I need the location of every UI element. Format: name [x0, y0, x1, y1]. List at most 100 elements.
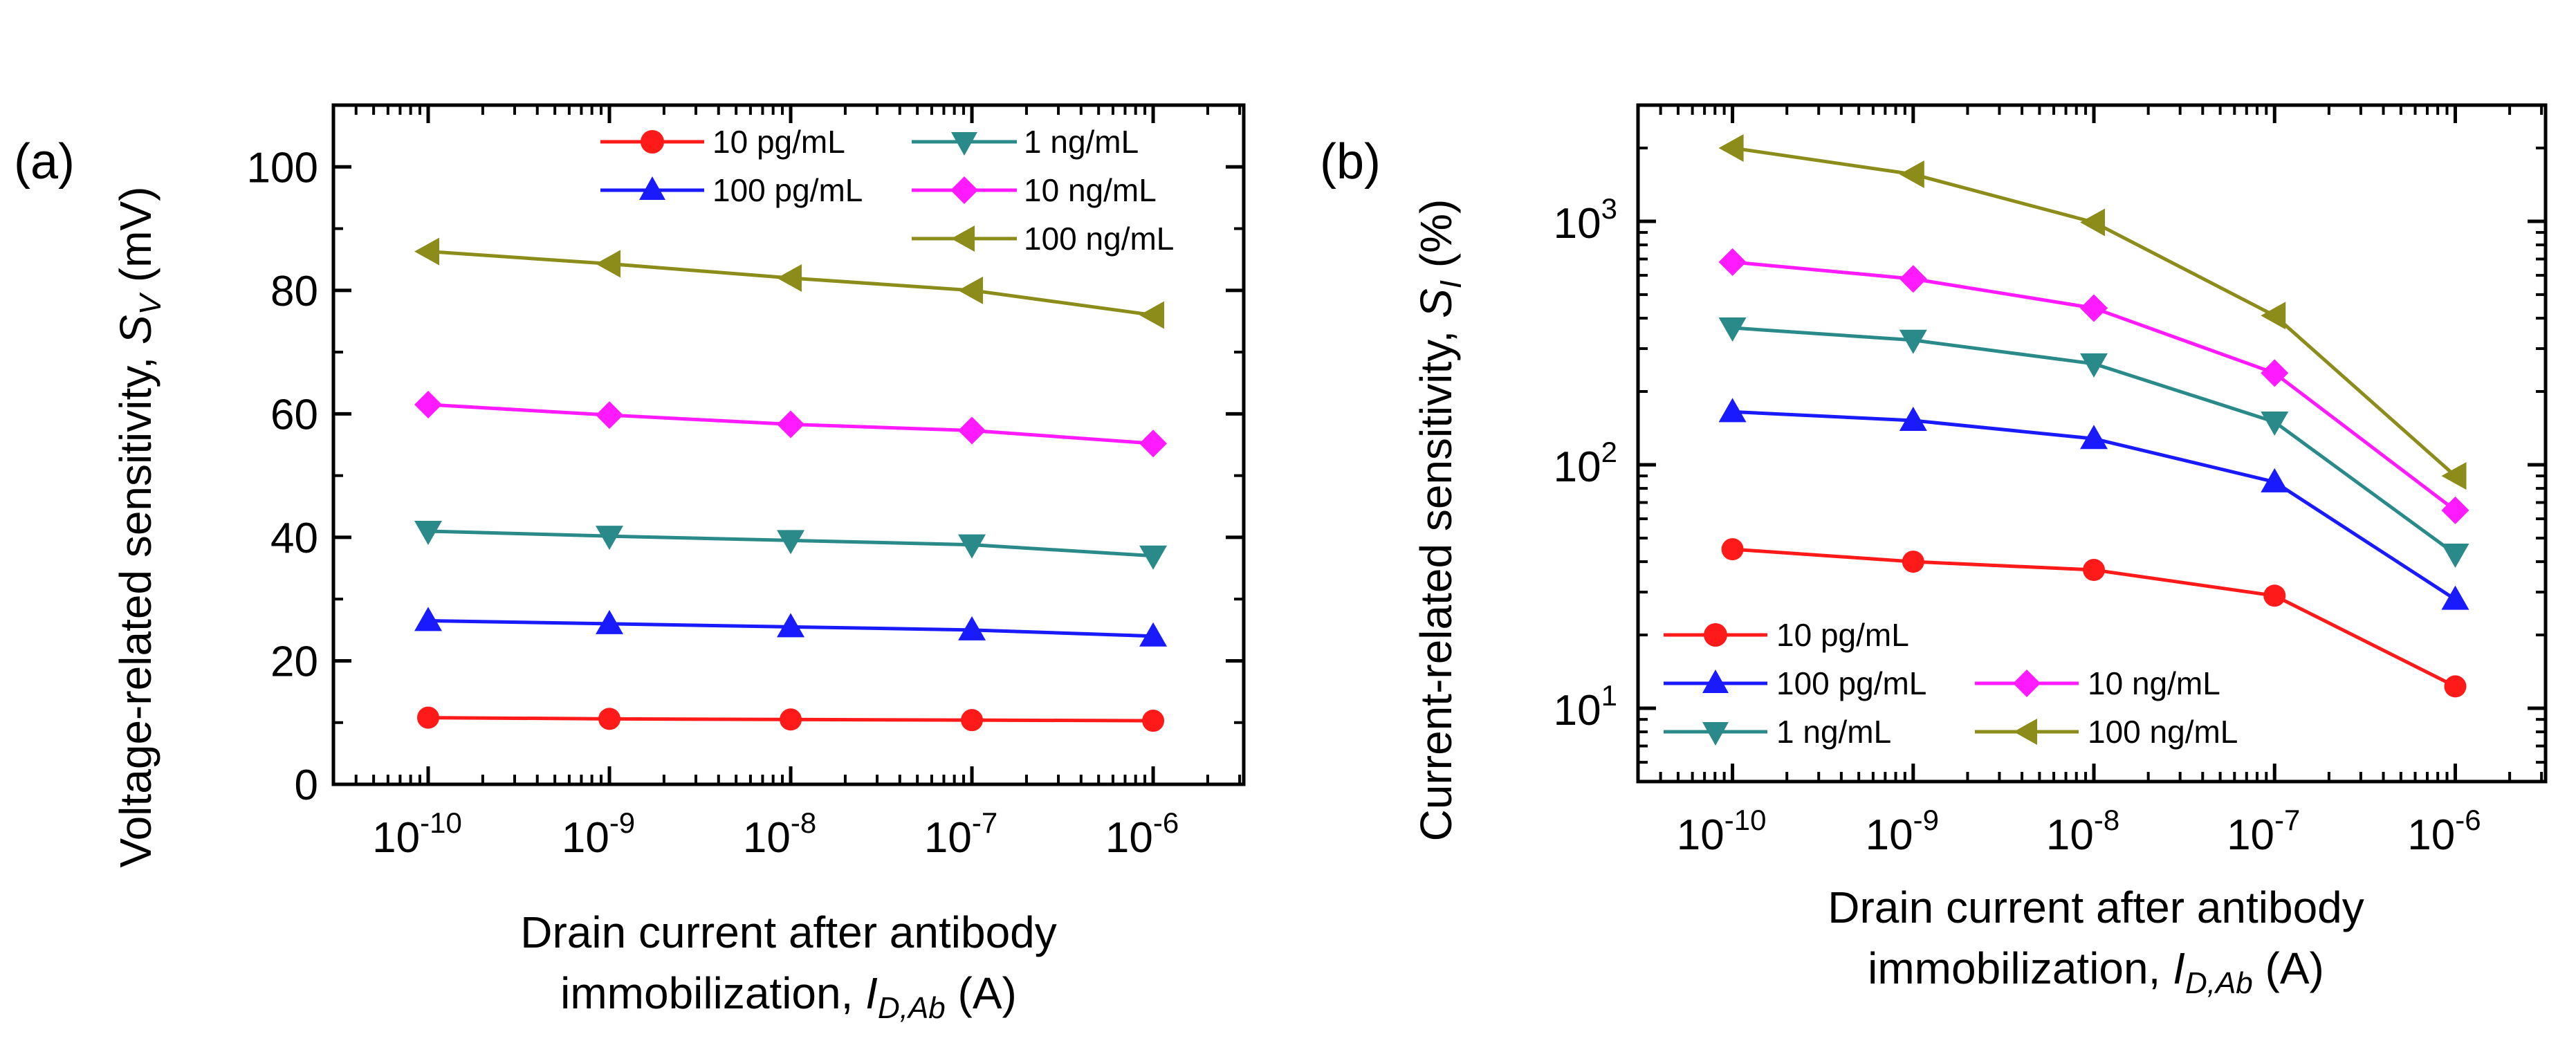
- data-point-marker: [2261, 302, 2286, 330]
- data-point-marker: [2441, 585, 2469, 610]
- data-point-marker: [1718, 317, 1747, 342]
- y-tick-label: 0: [295, 762, 318, 809]
- data-point-marker: [961, 709, 984, 732]
- data-point-marker: [2261, 468, 2289, 492]
- data-point-marker: [414, 520, 443, 545]
- data-point-marker: [596, 609, 624, 634]
- panel-a-label: (a): [14, 134, 75, 190]
- data-point-marker: [2083, 559, 2106, 582]
- series-1-ng-ml: [1718, 317, 2469, 569]
- data-point-marker: [958, 416, 986, 445]
- panel-a-legend-label-1-ng: 1 ng/mL: [1024, 124, 1139, 160]
- x-tick-label: 10-7: [924, 806, 997, 862]
- panel-b-x-ticks: 10-10 10-9 10-8 10-7 10-6: [1659, 105, 2543, 859]
- legend-marker-diamond: [950, 176, 978, 204]
- data-point-marker: [1718, 133, 1744, 162]
- legend-marker-diamond: [2013, 670, 2041, 697]
- data-point-marker: [414, 237, 440, 266]
- x-tick-label: 10-9: [1866, 804, 1939, 859]
- panel-a-legend-entry-10-ng: 10 ng/mL: [912, 172, 1157, 208]
- panel-a-legend-entry-100-ng: 100 ng/mL: [912, 221, 1174, 257]
- data-point-marker: [777, 410, 805, 439]
- data-point-marker: [780, 708, 802, 731]
- panel-b-legend-label-10-ng: 10 ng/mL: [2088, 665, 2220, 701]
- x-tick-label: 10-6: [1105, 806, 1179, 862]
- y-tick-label: 100: [247, 144, 318, 192]
- series-100-ng-ml: [1718, 133, 2467, 490]
- panel-b-series: [1718, 133, 2469, 698]
- x-tick-label: 10-9: [562, 806, 635, 862]
- data-point-marker: [777, 264, 802, 292]
- data-point-marker: [414, 607, 443, 631]
- data-point-marker: [777, 530, 805, 555]
- panel-b-legend-label-100-pg: 100 pg/mL: [1776, 665, 1926, 701]
- panel-a-legend: 10 pg/mL 100 pg/mL 1 ng/mL 10 ng/mL 100: [600, 124, 1174, 257]
- legend-marker-circle: [1704, 623, 1727, 647]
- data-point-marker: [2441, 462, 2467, 490]
- y-tick-label: 80: [270, 268, 318, 315]
- data-point-marker: [777, 613, 805, 638]
- data-point-marker: [598, 708, 621, 730]
- data-point-marker: [1899, 265, 1927, 293]
- data-point-marker: [2444, 675, 2467, 698]
- data-point-marker: [2080, 294, 2108, 322]
- panel-a-series: [414, 237, 1168, 732]
- data-point-marker: [596, 250, 621, 278]
- panel-a-legend-entry-10-pg: 10 pg/mL: [600, 124, 845, 160]
- panel-b-legend-entry-10-pg: 10 pg/mL: [1664, 617, 1909, 653]
- legend-marker-triangle-down: [951, 132, 977, 156]
- series-10-pg-ml: [417, 706, 1165, 732]
- data-point-marker: [2080, 353, 2108, 378]
- y-tick-label: 20: [270, 638, 318, 685]
- data-point-marker: [1718, 248, 1747, 276]
- y-tick-label: 40: [270, 515, 318, 562]
- panel-a-y-ticks: 0 20 40 60 80 100: [247, 144, 1244, 809]
- y-tick-label: 102: [1554, 436, 1617, 491]
- panel-a-legend-label-100-ng: 100 ng/mL: [1024, 221, 1174, 257]
- series-10-ng-ml: [414, 390, 1168, 458]
- panel-b-legend-label-100-ng: 100 ng/mL: [2088, 714, 2238, 750]
- data-point-marker: [2080, 208, 2106, 237]
- panel-b-legend-label-10-pg: 10 pg/mL: [1776, 617, 1909, 653]
- series-100-ng-ml: [414, 237, 1165, 329]
- panel-a-x-axis-label-line-2: immobilization, ID,Ab (A): [560, 968, 1017, 1025]
- series-10-ng-ml: [1718, 248, 2469, 524]
- data-point-marker: [1899, 329, 1927, 354]
- data-point-marker: [958, 616, 986, 640]
- panel-b-legend-entry-1-ng: 1 ng/mL: [1664, 714, 1891, 750]
- data-point-marker: [596, 401, 624, 430]
- data-point-marker: [1899, 406, 1927, 431]
- panel-b-legend-entry-100-ng: 100 ng/mL: [1975, 714, 2238, 750]
- legend-marker-triangle-up: [1702, 670, 1729, 693]
- data-point-marker: [1721, 538, 1744, 561]
- legend-marker-triangle-down: [1702, 722, 1729, 746]
- data-point-marker: [2080, 425, 2108, 450]
- data-point-marker: [2263, 584, 2286, 607]
- data-point-marker: [1718, 398, 1747, 423]
- series-100-pg-ml: [414, 607, 1168, 647]
- panel-b-legend: 10 pg/mL 100 pg/mL 1 ng/mL 10 ng/mL 100: [1664, 617, 2238, 750]
- legend-marker-triangle-left: [2014, 719, 2037, 745]
- panel-b-current-sensitivity-chart: (b) Current-related sensitivity, SI (%) …: [1320, 103, 2548, 1000]
- panel-b-legend-entry-10-ng: 10 ng/mL: [1975, 665, 2220, 701]
- data-point-marker: [2441, 544, 2469, 569]
- panel-b-legend-entry-100-pg: 100 pg/mL: [1664, 665, 1926, 701]
- panel-b-label: (b): [1320, 134, 1381, 190]
- y-tick-label: 103: [1554, 192, 1617, 248]
- data-point-marker: [1139, 622, 1168, 647]
- x-tick-label: 10-10: [372, 806, 462, 862]
- data-point-marker: [958, 534, 986, 559]
- data-point-marker: [1139, 545, 1168, 570]
- panel-b-y-axis-label: Current-related sensitivity, SI (%): [1411, 199, 1468, 842]
- panel-b-x-axis-label-line-1: Drain current after antibody: [1828, 883, 2364, 932]
- y-tick-label: 60: [270, 391, 318, 439]
- panel-a-x-ticks: 10-10 10-9 10-8 10-7 10-6: [354, 105, 1242, 862]
- x-tick-label: 10-8: [743, 806, 816, 862]
- series-10-pg-ml: [1721, 538, 2467, 698]
- data-point-marker: [1139, 430, 1168, 458]
- panel-a-x-axis-label-line-1: Drain current after antibody: [520, 907, 1057, 957]
- data-point-marker: [2261, 412, 2289, 436]
- panel-b-x-axis-label-line-2: immobilization, ID,Ab (A): [1868, 943, 2324, 1000]
- x-tick-label: 10-10: [1677, 804, 1767, 859]
- y-tick-label: 101: [1554, 679, 1617, 735]
